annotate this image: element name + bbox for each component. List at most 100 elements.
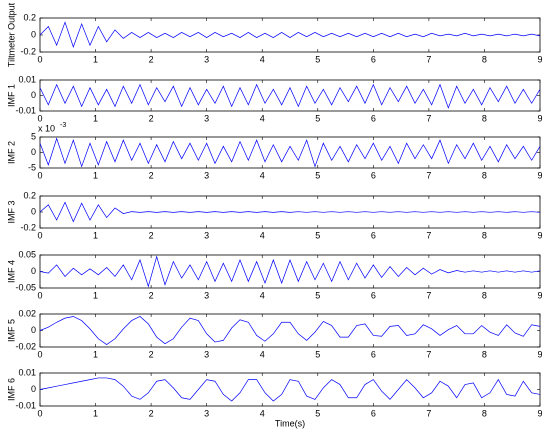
y-tick-label: -0.2 [20,46,36,56]
x-tick-label: 7 [426,113,431,123]
x-tick-label: 4 [260,113,265,123]
y-tick-label: 0 [31,384,36,394]
y-tick-label: 0 [31,29,36,39]
y-axis-label: IMF 5 [6,319,16,342]
y-tick-label: -5 [28,162,36,172]
x-tick-label: 9 [537,54,542,64]
y-tick-label: 0.01 [18,74,36,84]
x-tick-label: 7 [426,408,431,418]
y-axis-label: IMF 3 [6,200,16,223]
x-tick-label: 9 [537,408,542,418]
x-tick-label: 0 [37,170,42,180]
x-tick-label: 8 [482,349,487,359]
x-tick-label: 3 [204,54,209,64]
y-tick-label: -0.05 [15,282,36,292]
x-tick-label: 5 [315,170,320,180]
y-axis-label: Tiltmeter Output [6,2,16,67]
x-tick-label: 8 [482,408,487,418]
y-tick-label: 0.02 [18,308,36,318]
x-tick-label: 6 [371,230,376,240]
y-tick-label: 0.2 [23,190,36,200]
x-tick-label: 5 [315,349,320,359]
x-tick-label: 6 [371,349,376,359]
y-axis-label: IMF 2 [6,141,16,164]
x-tick-label: 5 [315,290,320,300]
signal-line [39,137,541,168]
axes-frame [39,17,541,53]
signal-line [39,255,541,288]
x-tick-label: 6 [371,54,376,64]
x-tick-label: 8 [482,54,487,64]
x-tick-label: 6 [371,290,376,300]
signal-line [39,316,541,345]
x-tick-label: 3 [204,408,209,418]
x-tick-label: 2 [149,230,154,240]
axis-multiplier: x 10 [38,123,55,133]
x-tick-label: 8 [482,170,487,180]
x-tick-label: 5 [315,54,320,64]
x-tick-label: 7 [426,230,431,240]
x-tick-label: 0 [37,230,42,240]
x-tick-label: 9 [537,290,542,300]
y-tick-label: -0.02 [15,341,36,351]
x-tick-label: 0 [37,54,42,64]
signal-line [39,377,541,402]
axes-frame [39,372,541,407]
x-tick-label: 0 [37,349,42,359]
x-tick-label: 8 [482,290,487,300]
x-tick-label: 6 [371,113,376,123]
x-tick-label: 8 [482,113,487,123]
y-axis-label: IMF 4 [6,260,16,283]
y-tick-label: 0 [31,266,36,276]
x-tick-label: 8 [482,230,487,240]
axes-frame [39,136,541,169]
x-tick-label: 0 [37,290,42,300]
x-tick-label: 3 [204,290,209,300]
x-tick-label: 1 [93,408,98,418]
y-axis-label: IMF 6 [6,378,16,401]
x-tick-label: 1 [93,230,98,240]
y-tick-label: 0 [31,206,36,216]
x-tick-label: 1 [93,113,98,123]
y-tick-label: 0.2 [23,12,36,22]
x-tick-label: 4 [260,170,265,180]
x-tick-label: 5 [315,230,320,240]
x-tick-label: 7 [426,54,431,64]
x-tick-label: 6 [371,408,376,418]
y-tick-label: -0.2 [20,222,36,232]
x-tick-label: 1 [93,290,98,300]
x-tick-label: 0 [37,408,42,418]
x-tick-label: 4 [260,349,265,359]
x-tick-label: 3 [204,113,209,123]
x-tick-label: 3 [204,230,209,240]
x-tick-label: 9 [537,230,542,240]
y-tick-label: 0 [31,90,36,100]
x-tick-label: 9 [537,349,542,359]
x-tick-label: 4 [260,230,265,240]
axes-frame [39,313,541,348]
x-tick-label: 2 [149,408,154,418]
x-tick-label: 2 [149,113,154,123]
y-axis-label: IMF 1 [6,84,16,107]
x-axis-label: Time(s) [275,418,305,428]
x-tick-label: 1 [93,170,98,180]
x-tick-label: 3 [204,170,209,180]
x-tick-label: 1 [93,54,98,64]
x-tick-label: 0 [37,113,42,123]
signal-line [39,21,541,48]
x-tick-label: 9 [537,170,542,180]
x-tick-label: 5 [315,113,320,123]
y-tick-label: -0.01 [15,105,36,115]
signal-line [39,83,541,109]
x-tick-label: 2 [149,290,154,300]
x-tick-label: 1 [93,349,98,359]
x-tick-label: 3 [204,349,209,359]
x-tick-label: 7 [426,170,431,180]
y-tick-label: 0 [31,147,36,157]
y-tick-label: 0.05 [18,249,36,259]
